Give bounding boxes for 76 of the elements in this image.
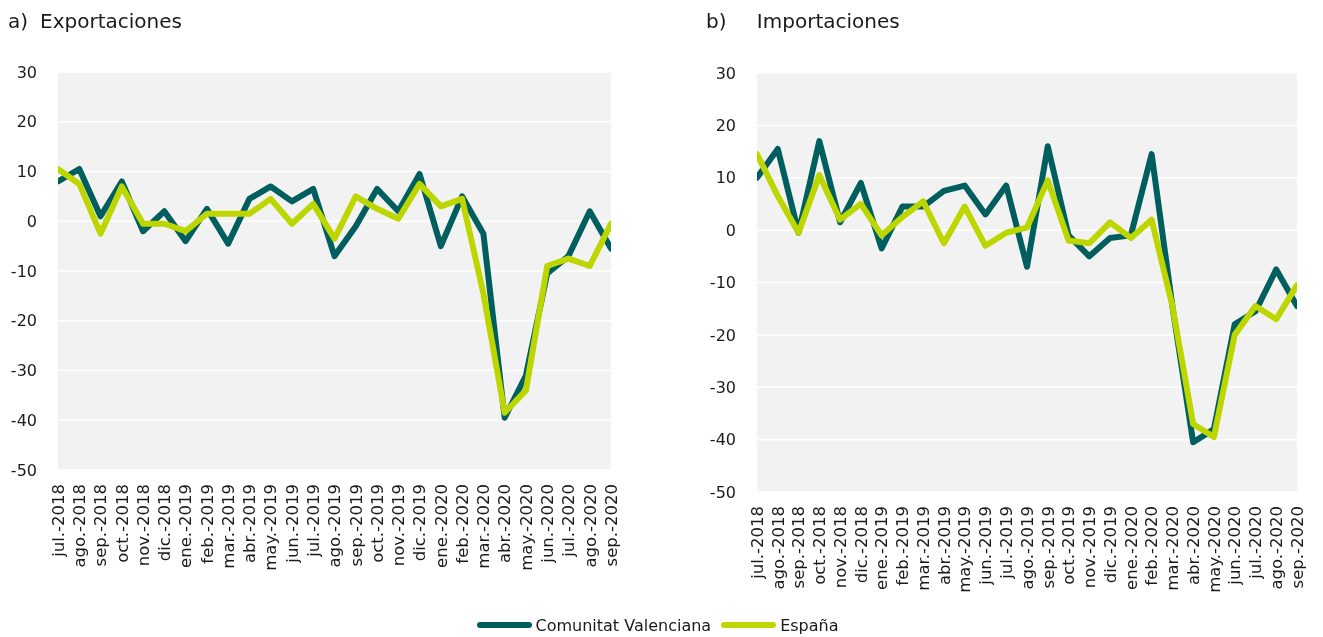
x-tick-label: nov.-2018 — [830, 506, 850, 589]
x-tick-label: jul.-2018 — [747, 506, 767, 580]
x-tick-label: oct.-2018 — [810, 506, 830, 585]
legend-label: Comunitat Valenciana — [535, 615, 712, 635]
y-tick-label: -40 — [709, 430, 736, 450]
x-tick-label: jul.-2020 — [1246, 506, 1266, 580]
x-tick-label: may.-2020 — [516, 484, 536, 571]
x-tick-label: sep.-2019 — [1038, 506, 1058, 589]
x-tick-label: jul.-2020 — [559, 484, 579, 558]
x-tick-label: ene.-2019 — [176, 484, 196, 568]
x-tick-label: jul.-2018 — [48, 484, 68, 558]
y-tick-label: -20 — [709, 325, 736, 345]
x-tick-label: abr.-2019 — [934, 506, 954, 586]
x-tick-label: mar.-2020 — [474, 484, 494, 569]
x-tick-label: jul.-2019 — [997, 506, 1017, 580]
x-tick-label: oct.-2019 — [367, 484, 387, 563]
y-tick-label: 10 — [16, 162, 37, 182]
x-tick-label: sep.-2020 — [1287, 506, 1307, 589]
x-tick-label: ago.-2019 — [1017, 506, 1037, 590]
x-tick-label: ene.-2019 — [872, 506, 892, 590]
x-tick-label: ago.-2020 — [1267, 506, 1287, 590]
legend-label: España — [780, 615, 839, 635]
x-tick-label: jun.-2019 — [976, 506, 996, 586]
y-tick-label: 0 — [725, 220, 736, 240]
x-tick-label: ago.-2018 — [768, 506, 788, 590]
x-tick-label: sep.-2020 — [601, 484, 621, 567]
x-tick-label: may.-2019 — [261, 484, 281, 571]
x-tick-label: mar.-2020 — [1163, 506, 1183, 591]
y-tick-label: -50 — [709, 482, 736, 502]
x-tick-label: feb.-2019 — [893, 506, 913, 586]
x-tick-label: dic.-2018 — [851, 506, 871, 584]
x-tick-label: nov.-2019 — [1080, 506, 1100, 589]
y-tick-label: -10 — [709, 273, 736, 293]
x-tick-label: may.-2020 — [1204, 506, 1224, 593]
y-tick-label: 30 — [715, 63, 736, 83]
x-tick-label: dic.-2019 — [410, 484, 430, 562]
x-tick-label: oct.-2018 — [112, 484, 132, 563]
x-tick-label: may.-2019 — [955, 506, 975, 593]
y-tick-label: -10 — [10, 261, 37, 281]
x-tick-label: mar.-2019 — [913, 506, 933, 591]
x-tick-label: jun.-2020 — [537, 484, 557, 564]
x-tick-label: sep.-2018 — [91, 484, 111, 567]
x-tick-label: dic.-2019 — [1100, 506, 1120, 584]
y-tick-label: 0 — [26, 211, 37, 231]
x-tick-label: oct.-2019 — [1059, 506, 1079, 585]
chart-title: b) Importaciones — [706, 9, 900, 33]
x-tick-label: abr.-2020 — [1183, 506, 1203, 586]
x-tick-label: ago.-2020 — [580, 484, 600, 568]
x-tick-label: abr.-2020 — [495, 484, 515, 564]
x-tick-label: abr.-2019 — [240, 484, 260, 564]
y-tick-label: 30 — [16, 62, 37, 82]
y-tick-label: -40 — [10, 410, 37, 430]
x-tick-label: ene.-2020 — [431, 484, 451, 568]
chart-title: a) Exportaciones — [8, 9, 182, 33]
x-tick-label: mar.-2019 — [218, 484, 238, 569]
y-tick-label: -30 — [709, 377, 736, 397]
x-tick-label: ago.-2018 — [70, 484, 90, 568]
x-tick-label: jun.-2019 — [282, 484, 302, 564]
y-tick-label: -20 — [10, 311, 37, 331]
x-tick-label: jun.-2020 — [1225, 506, 1245, 586]
x-tick-label: ene.-2020 — [1121, 506, 1141, 590]
y-tick-label: 20 — [16, 112, 37, 132]
x-tick-label: dic.-2018 — [155, 484, 175, 562]
y-tick-label: 20 — [715, 116, 736, 136]
y-tick-label: -50 — [10, 460, 37, 480]
y-tick-label: 10 — [715, 168, 736, 188]
x-tick-label: feb.-2020 — [452, 484, 472, 564]
y-tick-label: -30 — [10, 361, 37, 381]
x-tick-label: nov.-2018 — [133, 484, 153, 567]
x-tick-label: ago.-2019 — [325, 484, 345, 568]
x-tick-label: jul.-2019 — [304, 484, 324, 558]
x-tick-label: feb.-2019 — [197, 484, 217, 564]
x-tick-label: nov.-2019 — [389, 484, 409, 567]
x-tick-label: feb.-2020 — [1142, 506, 1162, 586]
x-tick-label: sep.-2019 — [346, 484, 366, 567]
x-tick-label: sep.-2018 — [789, 506, 809, 589]
